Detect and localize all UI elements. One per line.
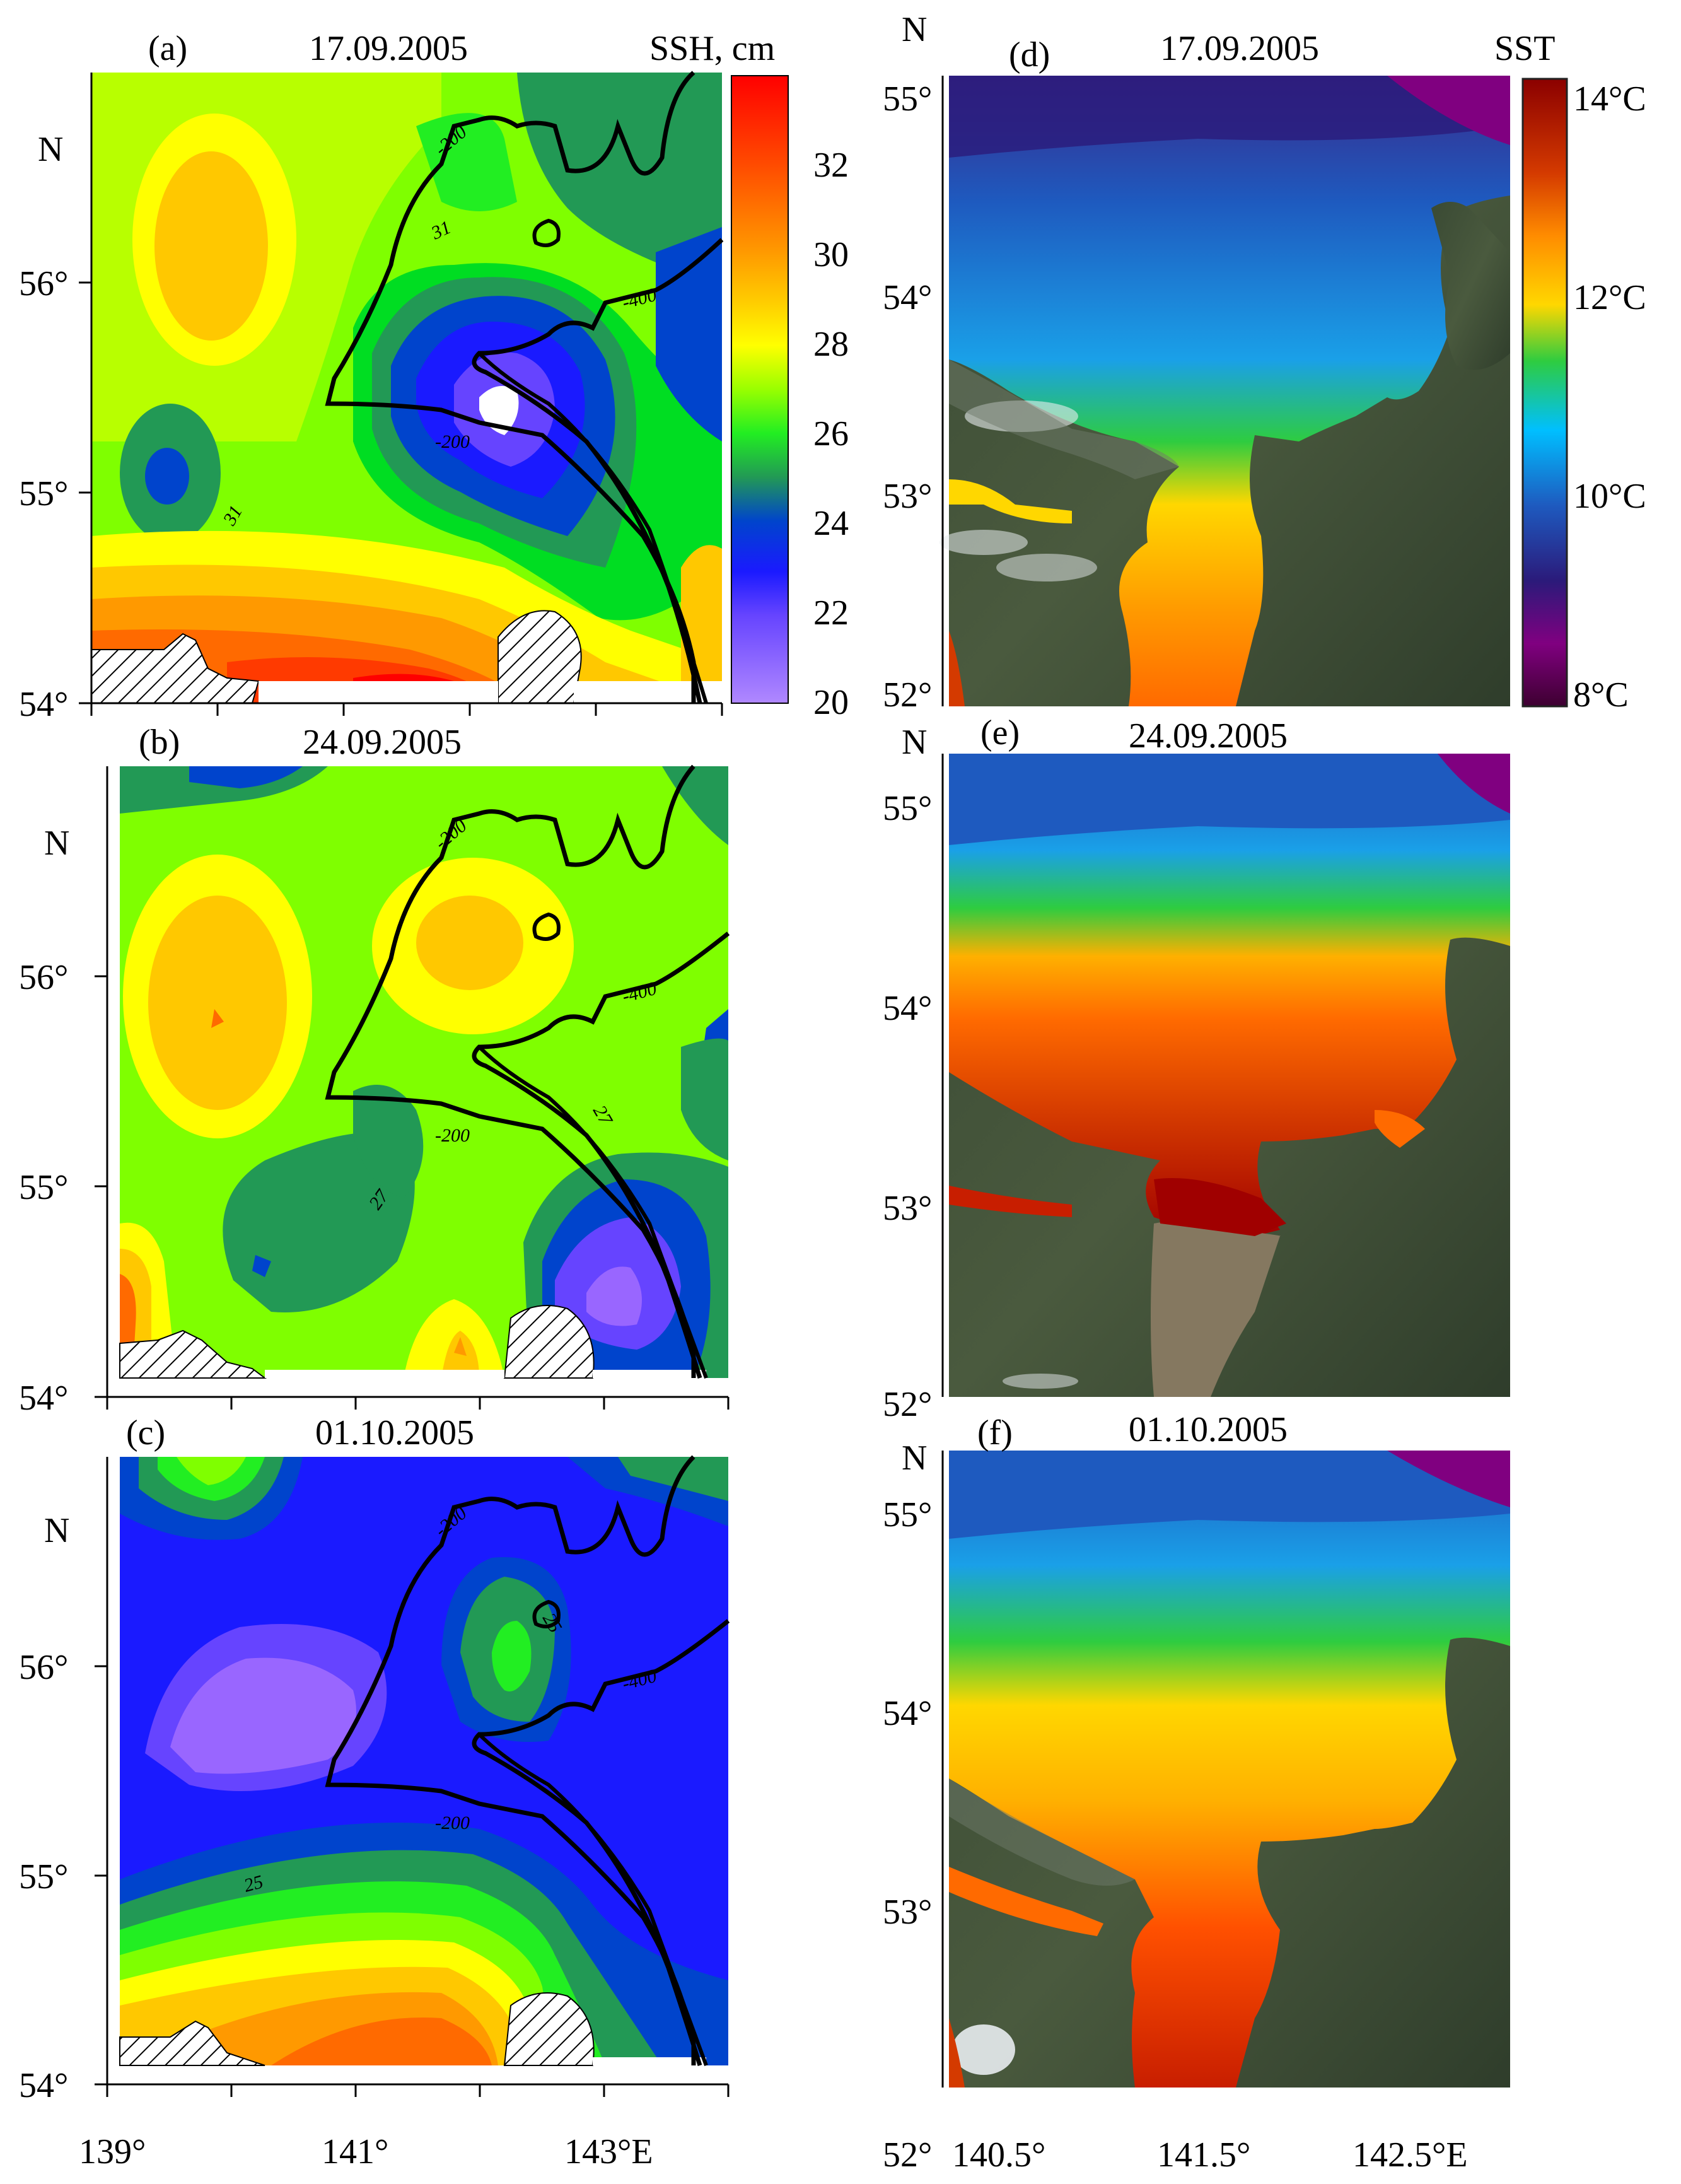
lat-tick-label: 54° xyxy=(883,278,932,317)
lat-tick-label: 54° xyxy=(19,685,68,724)
sst-panel-d: N 55° 54° 53° 52° (d) 17.09.2005 SST 14°… xyxy=(883,10,1646,715)
north-label: N xyxy=(44,1511,69,1550)
contour-label: -200 xyxy=(435,431,470,452)
lat-tick-label: 56° xyxy=(19,264,68,303)
colorbar-tick: 14°C xyxy=(1573,79,1646,119)
panel-date: 24.09.2005 xyxy=(1129,716,1288,756)
panel-letter: (c) xyxy=(126,1413,165,1452)
lat-tick-label: 55° xyxy=(19,1857,68,1896)
panel-date: 01.10.2005 xyxy=(315,1413,474,1452)
north-label: N xyxy=(902,1439,927,1478)
north-label: N xyxy=(902,10,927,49)
panel-letter: (b) xyxy=(139,723,180,762)
colorbar-tick: 24 xyxy=(813,504,849,543)
lat-tick-label: 56° xyxy=(19,1648,68,1687)
lat-tick-label: 55° xyxy=(883,1495,932,1534)
lat-tick-label: 53° xyxy=(883,477,932,516)
lon-tick-label: 141° xyxy=(322,2132,388,2171)
lat-tick-label: 54° xyxy=(883,989,932,1028)
lon-tick-label: 142.5°E xyxy=(1352,2135,1468,2175)
lat-tick-label: 53° xyxy=(883,1189,932,1228)
panel-date: 17.09.2005 xyxy=(309,29,468,68)
north-label: N xyxy=(38,130,63,169)
panel-date: 01.10.2005 xyxy=(1129,1410,1288,1449)
colorbar-tick: 12°C xyxy=(1573,278,1646,317)
lat-tick-label: 54° xyxy=(883,1694,932,1733)
contour-label: -200 xyxy=(435,1125,470,1146)
north-label: N xyxy=(902,723,927,762)
lat-tick-label: 55° xyxy=(19,1168,68,1207)
lon-tick-label: 140.5° xyxy=(952,2135,1045,2175)
lon-tick-label: 139° xyxy=(79,2132,146,2171)
sst-panel-f: N 55° 54° 53° 52° (f) 01.10.2005 140.5° … xyxy=(883,1410,1510,2175)
sst-colorbar-title: SST xyxy=(1494,29,1556,68)
panel-date: 24.09.2005 xyxy=(303,723,462,762)
lat-tick-label: 52° xyxy=(883,2135,932,2175)
ssh-panel-a: -200 -400 -200 31 31 N 56° 55° 54° (a) 1… xyxy=(19,29,849,724)
lat-tick-label: 54° xyxy=(19,2066,68,2105)
panel-date: 17.09.2005 xyxy=(1160,29,1319,68)
colorbar-tick: 10°C xyxy=(1573,477,1646,516)
ssh-panel-b: -200 -400 -200 27 27 N 56° 55° 54° (b) 2… xyxy=(19,723,730,1418)
lat-tick-label: 52° xyxy=(883,675,932,715)
lon-tick-label: 141.5° xyxy=(1157,2135,1250,2175)
panel-letter: (d) xyxy=(1009,35,1050,74)
colorbar-tick: 22 xyxy=(813,593,849,633)
colorbar-tick: 28 xyxy=(813,325,849,364)
north-label: N xyxy=(44,824,69,863)
lat-tick-label: 53° xyxy=(883,1893,932,1932)
sst-panel-e: N 55° 54° 53° 52° (e) 24.09.2005 xyxy=(883,713,1510,1424)
colorbar-tick: 8°C xyxy=(1573,675,1629,715)
ssh-colorbar-title: SSH, cm xyxy=(649,29,775,68)
lat-tick-label: 55° xyxy=(19,474,68,513)
lat-tick-label: 55° xyxy=(883,789,932,828)
colorbar-tick: 32 xyxy=(813,146,849,185)
ssh-panel-c: -200 -400 -200 25 25 N 56° 55° 54° (c) 0… xyxy=(19,1413,730,2171)
panel-letter: (f) xyxy=(977,1413,1013,1452)
ssh-colorbar xyxy=(731,75,789,704)
contour-label: -200 xyxy=(435,1813,470,1833)
colorbar-tick: 30 xyxy=(813,235,849,274)
lat-tick-label: 56° xyxy=(19,958,68,997)
panel-letter: (a) xyxy=(148,29,187,68)
lat-tick-label: 54° xyxy=(19,1379,68,1418)
lat-tick-label: 55° xyxy=(883,79,932,119)
panel-letter: (e) xyxy=(980,713,1020,752)
colorbar-tick: 26 xyxy=(813,414,849,453)
lon-tick-label: 143°E xyxy=(564,2132,653,2171)
lat-tick-label: 52° xyxy=(883,1385,932,1424)
colorbar-tick: 20 xyxy=(813,683,849,722)
sst-colorbar xyxy=(1521,78,1568,708)
